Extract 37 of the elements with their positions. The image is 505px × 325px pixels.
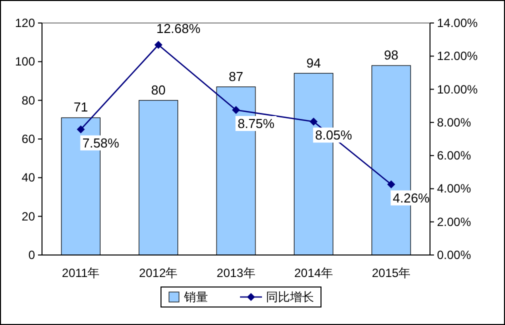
y2-tick-label: 12.00% — [437, 49, 478, 64]
legend-label: 同比增长 — [266, 290, 314, 304]
x-tick-label: 2011年 — [62, 266, 100, 280]
data-label: 7.58% — [82, 135, 120, 150]
point — [310, 118, 318, 126]
point — [76, 125, 85, 134]
data-label: 87 — [228, 68, 244, 84]
y2-tick-label: 14.00% — [437, 16, 478, 30]
data-label: 12.68% — [156, 20, 201, 36]
data-label: 98 — [384, 48, 398, 63]
y2-tick-label: 0.00% — [437, 248, 472, 262]
x-tick-label: 2012年 — [139, 266, 178, 280]
y-tick-label: 60 — [22, 132, 36, 146]
data-label: 80 — [151, 82, 166, 98]
legend-label: 销量 — [183, 290, 208, 304]
y2-tick-label: 8.00% — [437, 115, 472, 130]
y-tick-label: 80 — [22, 93, 36, 108]
x-tick-label: 2014年 — [294, 266, 333, 280]
x-tick-label: 2015年 — [372, 266, 411, 280]
y2-tick-label: 2.00% — [437, 214, 472, 229]
y-tick-label: 100 — [14, 54, 36, 69]
y-tick-label: 0 — [28, 248, 36, 262]
data-label: 8.05% — [315, 128, 352, 143]
y2-tick-label: 6.00% — [437, 148, 472, 163]
data-label: 94 — [306, 55, 321, 70]
y2-tick-label: 4.00% — [437, 182, 472, 196]
x-tick-label: 2013年 — [216, 266, 256, 280]
y-tick-label: 120 — [14, 16, 36, 30]
y2-tick-label: 10.00% — [437, 82, 478, 96]
point — [232, 106, 240, 114]
y-tick-label: 40 — [22, 170, 36, 185]
point — [154, 40, 162, 49]
y-tick-label: 20 — [22, 209, 36, 224]
point — [387, 180, 396, 188]
data-label: 8.75% — [238, 116, 275, 131]
data-label: 71 — [74, 100, 88, 115]
data-label: 4.26% — [392, 190, 430, 206]
